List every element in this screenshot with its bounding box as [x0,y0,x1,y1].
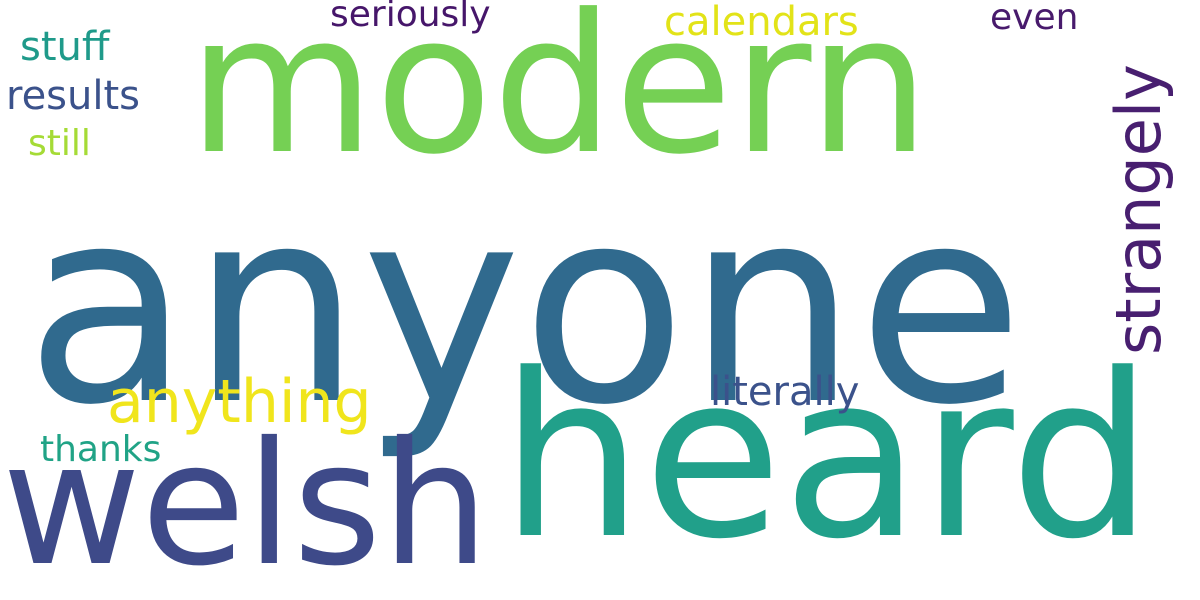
word-calendars: calendars [664,0,859,45]
word-thanks: thanks [40,429,162,470]
word-modern: modern [188,0,930,197]
word-heard: heard [500,326,1154,589]
word-strangely: strangely [1102,64,1175,355]
word-literally: literally [710,369,860,415]
word-seriously: seriously [330,0,491,35]
word-even: even [990,0,1079,38]
word-still: still [28,123,91,164]
word-anything: anything [107,367,372,437]
word-results: results [6,73,141,119]
word-anyone: anyone [25,149,1024,464]
word-welsh: welsh [2,406,490,600]
word-stuff: stuff [20,24,110,70]
